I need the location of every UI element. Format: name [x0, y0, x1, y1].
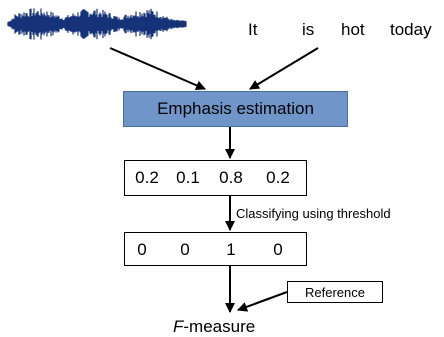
f-measure-label: F-measure	[173, 317, 255, 337]
f-measure-italic: F	[173, 317, 184, 336]
scores-box: 0.2 0.1 0.8 0.2	[124, 160, 307, 196]
score-cell: 0.2	[266, 168, 290, 187]
emphasis-estimation-box: Emphasis estimation	[123, 91, 348, 127]
emphasis-estimation-label: Emphasis estimation	[157, 99, 314, 118]
f-measure-rest: -measure	[183, 317, 256, 336]
arrow-wave-to-emphasis	[109, 47, 206, 91]
label-cell: 0	[273, 240, 283, 259]
arrow-reference-to-fmeasure	[237, 291, 288, 312]
label-cell: 1	[226, 240, 236, 259]
labels-box: 0 0 1 0	[124, 232, 307, 266]
score-cell: 0.1	[176, 168, 200, 187]
reference-box: Reference	[287, 281, 383, 303]
word-3: hot	[341, 20, 365, 39]
score-cell: 0.8	[219, 168, 243, 187]
score-cell: 0.2	[135, 168, 159, 187]
label-cell: 0	[180, 240, 190, 259]
waveform-icon	[7, 8, 187, 40]
label-cell: 0	[137, 240, 147, 259]
arrow-text-to-emphasis	[249, 47, 319, 90]
word-4: today	[390, 20, 432, 39]
word-1: It	[248, 20, 258, 39]
reference-label: Reference	[305, 284, 365, 300]
classify-label: Classifying using threshold	[236, 206, 391, 221]
word-2: is	[302, 20, 315, 39]
